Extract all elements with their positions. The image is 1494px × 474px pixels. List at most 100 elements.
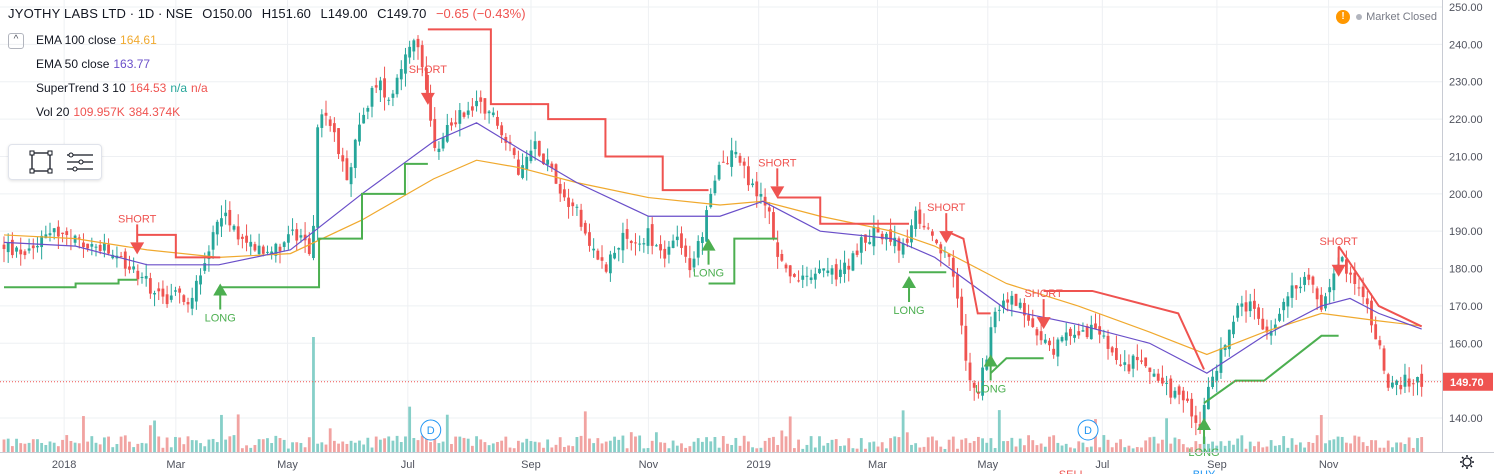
warning-icon[interactable]: ! <box>1336 10 1351 24</box>
volume-bar <box>73 442 77 452</box>
candle-body <box>119 256 123 258</box>
volume-bar <box>1102 435 1106 452</box>
candle-body <box>1319 294 1323 310</box>
volume-bar <box>144 443 148 452</box>
volume-bar <box>926 437 930 452</box>
time-tick-label: 2019 <box>746 459 770 471</box>
price-axis[interactable]: 250.00 240.00 230.00 220.00 210.00 200.00 190.… <box>1442 0 1494 474</box>
candle-body <box>6 242 10 253</box>
candle-body <box>316 127 320 228</box>
candle-body <box>1173 390 1177 398</box>
candle-body <box>450 122 453 126</box>
volume-bar <box>1043 446 1047 452</box>
candle-body <box>1114 348 1118 360</box>
candle-body <box>1068 328 1072 337</box>
volume-bar <box>19 443 23 452</box>
volume-bar <box>416 440 420 452</box>
candle-body <box>1048 340 1051 346</box>
candle-body <box>780 253 784 261</box>
candle-body <box>721 161 725 163</box>
candle-body <box>1006 299 1010 303</box>
interval-label[interactable]: 1D <box>137 6 155 21</box>
rectangle-tool-icon[interactable] <box>29 150 53 174</box>
candle-body <box>1085 326 1089 338</box>
market-status[interactable]: ! Market Closed <box>1336 10 1437 24</box>
candle-body <box>1148 367 1152 372</box>
volume-bar <box>341 441 345 452</box>
supertrend-green-line <box>989 357 1044 374</box>
volume-bar <box>1361 442 1365 452</box>
volume-bar <box>822 445 826 452</box>
candle-body <box>830 268 834 275</box>
volume-bar <box>956 448 959 452</box>
volume-bar <box>1244 448 1248 452</box>
candle-body <box>215 221 219 235</box>
volume-bar <box>178 437 182 452</box>
time-axis[interactable]: 2018 Mar May Jul Sep Nov 2019 Mar May Jul Sep Nov <box>0 452 1494 472</box>
collapse-legend-icon[interactable]: ^ <box>8 32 24 49</box>
indicator-value: 163.77 <box>113 57 151 71</box>
candle-body <box>1035 329 1039 336</box>
dividend-marker-icon[interactable] <box>1077 419 1099 441</box>
candle-body <box>1265 326 1269 333</box>
volume-bar <box>466 438 470 452</box>
volume-bar <box>1253 446 1256 452</box>
legend-ema50[interactable]: EMA 50 close 163.77 <box>36 54 150 74</box>
volume-bar <box>199 443 202 452</box>
volume-bar <box>90 436 94 452</box>
volume-bar <box>1002 441 1005 452</box>
lines-tool-icon[interactable] <box>67 152 93 172</box>
candle-body <box>420 45 424 68</box>
candle-body <box>1027 315 1030 321</box>
candle-body <box>236 226 240 240</box>
volume-bar <box>504 436 508 452</box>
gear-icon[interactable] <box>1462 457 1472 467</box>
volume-bar <box>1374 440 1378 452</box>
candle-body <box>274 243 278 256</box>
candle-body <box>533 141 537 150</box>
candle-body <box>132 266 136 270</box>
candle-body <box>634 242 637 244</box>
price-tick-label: 230.00 <box>1449 77 1483 89</box>
volume-bar <box>1018 438 1022 452</box>
candle-body <box>663 248 667 259</box>
candle-body <box>1411 383 1415 385</box>
candle-body <box>303 234 307 241</box>
volume-bar <box>1261 447 1265 452</box>
candle-body <box>759 194 763 197</box>
short-arrow-icon <box>770 186 785 199</box>
candle-body <box>1010 295 1014 305</box>
dividend-marker-icon[interactable] <box>420 419 442 441</box>
candle-body <box>797 280 800 282</box>
legend-volume[interactable]: Vol 20 109.957K 384.374K <box>36 102 180 122</box>
volume-bar <box>625 448 629 452</box>
volume-bar <box>738 445 742 452</box>
candle-body <box>487 111 491 114</box>
volume-bar <box>337 443 340 452</box>
candle-body <box>914 210 918 229</box>
candle-body <box>859 237 863 253</box>
volume-bar <box>1060 445 1064 452</box>
dividend-marker-label: D <box>427 425 435 437</box>
volume-bar <box>161 447 165 452</box>
candle-body <box>416 38 420 48</box>
symbol-name[interactable]: JYOTHY LABS LTD <box>8 6 127 21</box>
candle-body <box>299 235 303 238</box>
candle-body <box>358 124 361 142</box>
candle-body <box>278 246 282 252</box>
candle-body <box>1194 415 1198 423</box>
candle-body <box>1186 398 1189 401</box>
candle-body <box>107 244 110 254</box>
volume-bar <box>123 435 127 452</box>
legend-ema100[interactable]: ^ EMA 100 close 164.61 <box>8 30 157 50</box>
legend-supertrend[interactable]: SuperTrend 3 10 164.53 n/a n/a <box>36 78 208 98</box>
price-tick-label: 240.00 <box>1449 39 1483 51</box>
volume-bar <box>1202 436 1206 452</box>
candle-body <box>111 254 115 259</box>
volume-bar <box>61 439 64 452</box>
candle-body <box>266 251 269 253</box>
time-tick-label: Sep <box>521 459 541 471</box>
candle-body <box>40 235 44 248</box>
volume-bar <box>604 441 608 452</box>
